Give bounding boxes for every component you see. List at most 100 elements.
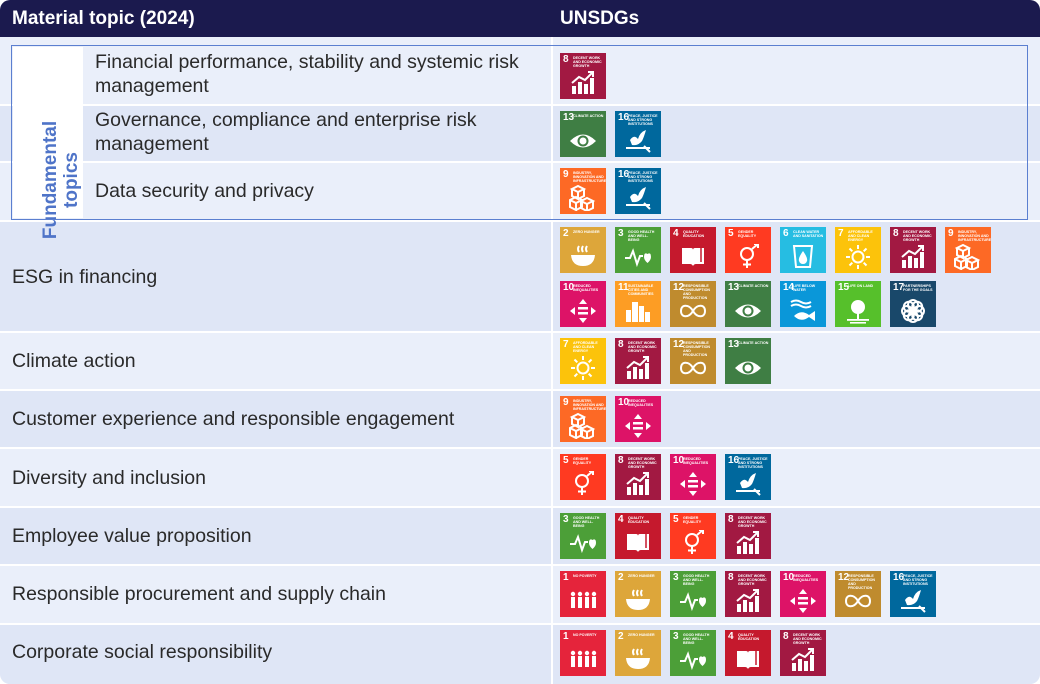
fundamental-label-cell: Fundamental topics <box>13 47 83 239</box>
sdg-icon-list: 3 GOOD HEALTH AND WELL-BEING 4 QUALITY EDUC… <box>560 513 1020 559</box>
fundamental-label-line1: Fundamental <box>40 120 61 240</box>
sdg-5-tile: 5 GENDER EQUALITY <box>560 454 606 500</box>
dove-icon <box>901 590 926 613</box>
sdg-13-tile: 13 CLIMATE ACTION <box>725 338 771 384</box>
cubes-icon <box>954 244 981 270</box>
sdg-12-tile: 12 RESPONSIBLE CONSUMPTION AND PRODUCTION <box>670 338 716 384</box>
sdg-number: 5 <box>563 455 569 466</box>
equality-icon <box>570 299 596 323</box>
sdg-number: 4 <box>618 514 624 525</box>
sdg-number: 3 <box>618 228 624 239</box>
sdg-8-tile: 8 DECENT WORK AND ECONOMIC GROWTH <box>725 513 771 559</box>
sdg-number: 8 <box>783 631 789 642</box>
row-divider <box>0 564 1040 566</box>
sdg-title: ZERO HUNGER <box>628 574 655 578</box>
sdg-title: INDUSTRY, INNOVATION AND INFRASTRUCTURE <box>958 230 991 242</box>
sdg-title: DECENT WORK AND ECONOMIC GROWTH <box>628 457 657 469</box>
infinity-icon <box>844 594 872 608</box>
infinity-icon <box>679 304 707 318</box>
sdg-icon-list: 9 INDUSTRY, INNOVATION AND INFRASTRUCTURE… <box>560 396 1020 442</box>
sdg-title: DECENT WORK AND ECONOMIC GROWTH <box>628 341 657 353</box>
sdg-4-tile: 4 QUALITY EDUCATION <box>725 630 771 676</box>
material-topic: ESG in financing <box>12 266 158 288</box>
spacer-row <box>0 37 1040 47</box>
sdg-title: PEACE, JUSTICE AND STRONG INSTITUTIONS <box>903 574 933 586</box>
material-topic: Customer experience and responsible enga… <box>12 408 455 430</box>
sdg-number: 5 <box>673 514 679 525</box>
sdg-number: 8 <box>893 228 899 239</box>
growth-chart-icon <box>626 472 649 495</box>
infinity-icon <box>679 361 707 375</box>
fundamental-label-line2: topics <box>61 152 82 208</box>
sdg-title: GENDER EQUALITY <box>683 516 702 524</box>
fish-icon <box>790 299 815 321</box>
material-topic: Climate action <box>12 350 136 372</box>
sdg-title: DECENT WORK AND ECONOMIC GROWTH <box>903 230 932 242</box>
table-header: Material topic (2024) UNSDGs <box>0 0 1040 37</box>
sdg-title: CLEAN WATER AND SANITATION <box>793 230 824 238</box>
sdg-title: PARTNERSHIPS FOR THE GOALS <box>903 284 933 292</box>
sdg-title: AFFORDABLE AND CLEAN ENERGY <box>573 341 598 353</box>
sdg-number: 7 <box>563 339 569 350</box>
sdg-title: PEACE, JUSTICE AND STRONG INSTITUTIONS <box>628 171 658 183</box>
book-icon <box>627 533 649 552</box>
sdg-title: GENDER EQUALITY <box>573 457 592 465</box>
sdg-3-tile: 3 GOOD HEALTH AND WELL-BEING <box>560 513 606 559</box>
column-divider <box>551 37 553 684</box>
sdg-title: QUALITY EDUCATION <box>738 633 760 641</box>
cubes-icon <box>569 185 596 211</box>
sdg-title: REDUCED INEQUALITIES <box>628 399 654 407</box>
sdg-number: 13 <box>728 339 740 350</box>
dove-icon <box>626 130 651 153</box>
sdg-5-tile: 5 GENDER EQUALITY <box>725 227 771 273</box>
sdg-title: RESPONSIBLE CONSUMPTION AND PRODUCTION <box>683 341 710 357</box>
sdg-number: 16 <box>618 169 630 180</box>
sun-icon <box>846 245 870 269</box>
sdg-number: 17 <box>893 282 905 293</box>
sdg-number: 8 <box>618 455 624 466</box>
cubes-icon <box>569 413 596 439</box>
sdg-number: 4 <box>673 228 679 239</box>
gender-icon <box>575 471 594 495</box>
sdg-number: 12 <box>673 282 685 293</box>
sun-icon <box>571 356 595 380</box>
sdg-7-tile: 7 AFFORDABLE AND CLEAN ENERGY <box>560 338 606 384</box>
sdg-number: 10 <box>673 455 685 466</box>
sdg-title: REDUCED INEQUALITIES <box>573 284 599 292</box>
sdg-number: 15 <box>838 282 850 293</box>
dove-icon <box>736 473 761 496</box>
sdg-number: 3 <box>563 514 569 525</box>
sdg-number: 3 <box>673 572 679 583</box>
sdg-10-tile: 10 REDUCED INEQUALITIES <box>615 396 661 442</box>
growth-chart-icon <box>736 589 759 612</box>
sdg-title: CLIMATE ACTION <box>573 114 604 118</box>
sdg-title: NO POVERTY <box>573 633 597 637</box>
sdg-8-tile: 8 DECENT WORK AND ECONOMIC GROWTH <box>560 53 606 99</box>
table-row <box>0 47 1040 104</box>
sdg-13-tile: 13 CLIMATE ACTION <box>725 281 771 327</box>
sdg-14-tile: 14 LIFE BELOW WATER <box>780 281 826 327</box>
sdg-title: ZERO HUNGER <box>573 230 600 234</box>
sdg-8-tile: 8 DECENT WORK AND ECONOMIC GROWTH <box>780 630 826 676</box>
sdg-number: 9 <box>563 397 569 408</box>
row-divider <box>0 623 1040 625</box>
sdg-title: INDUSTRY, INNOVATION AND INFRASTRUCTURE <box>573 399 606 411</box>
sdg-8-tile: 8 DECENT WORK AND ECONOMIC GROWTH <box>890 227 936 273</box>
sdg-2-tile: 2 ZERO HUNGER <box>615 571 661 617</box>
sdg-number: 9 <box>948 228 954 239</box>
sdg-icon-list: 5 GENDER EQUALITY 8 DECENT WORK AND ECONOMI… <box>560 454 1020 500</box>
sdg-title: RESPONSIBLE CONSUMPTION AND PRODUCTION <box>683 284 710 300</box>
sdg-title: GOOD HEALTH AND WELL-BEING <box>628 230 655 242</box>
sdg-title: GENDER EQUALITY <box>738 230 757 238</box>
sdg-3-tile: 3 GOOD HEALTH AND WELL-BEING <box>670 571 716 617</box>
sdg-icon-list: 9 INDUSTRY, INNOVATION AND INFRASTRUCTURE… <box>560 168 1020 214</box>
material-topic: Employee value proposition <box>12 525 252 547</box>
sdg-title: AFFORDABLE AND CLEAN ENERGY <box>848 230 873 242</box>
sdg-title: GOOD HEALTH AND WELL-BEING <box>573 516 600 528</box>
sdg-title: DECENT WORK AND ECONOMIC GROWTH <box>738 574 767 586</box>
sdg-number: 10 <box>618 397 630 408</box>
sdg-number: 1 <box>563 631 569 642</box>
sdg-9-tile: 9 INDUSTRY, INNOVATION AND INFRASTRUCTURE <box>945 227 991 273</box>
material-topic: Diversity and inclusion <box>12 467 207 489</box>
sdg-title: DECENT WORK AND ECONOMIC GROWTH <box>573 56 602 68</box>
